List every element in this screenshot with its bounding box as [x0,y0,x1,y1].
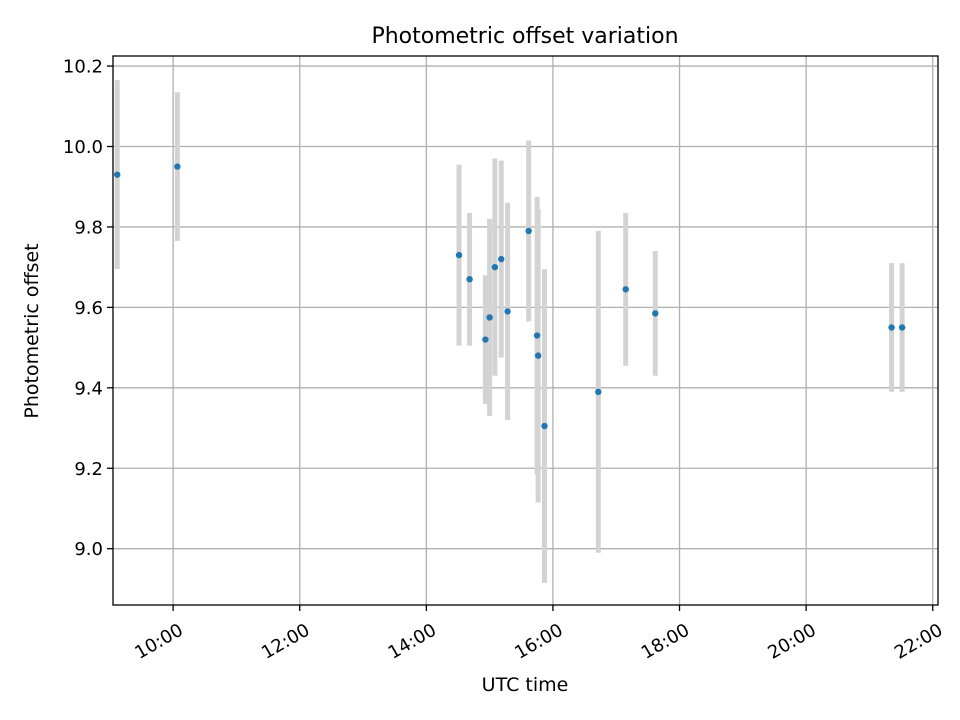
data-point [174,163,181,170]
data-point [498,255,505,263]
data-point [525,227,532,235]
data-point [533,332,541,339]
y-tick-label: 9.4 [74,378,103,399]
data-point [888,324,895,331]
data-point [534,352,542,359]
data-point [466,276,473,283]
plot-frame [112,55,939,606]
chart-title: Photometric offset variation [371,24,678,49]
y-tick-label: 10.0 [63,137,103,158]
y-tick-label: 9.6 [74,298,103,319]
grid-lines [113,56,938,605]
data-point [622,286,629,293]
data-point [455,251,463,259]
x-axis-label: UTC time [482,674,569,696]
data-point [114,171,121,178]
data-point [652,310,659,317]
data-point [482,336,489,343]
y-tick-label: 9.2 [74,459,103,480]
y-tick-label: 10.2 [63,57,103,78]
data-point [541,422,548,430]
y-tick-label: 9.8 [74,217,103,238]
y-tick-label: 9.0 [74,539,103,560]
data-point [898,324,906,331]
data-point [486,314,493,321]
y-axis-label: Photometric offset [21,243,43,418]
data-point [504,308,511,315]
data-point [491,263,499,271]
data-points [114,163,906,430]
data-point [595,388,602,396]
